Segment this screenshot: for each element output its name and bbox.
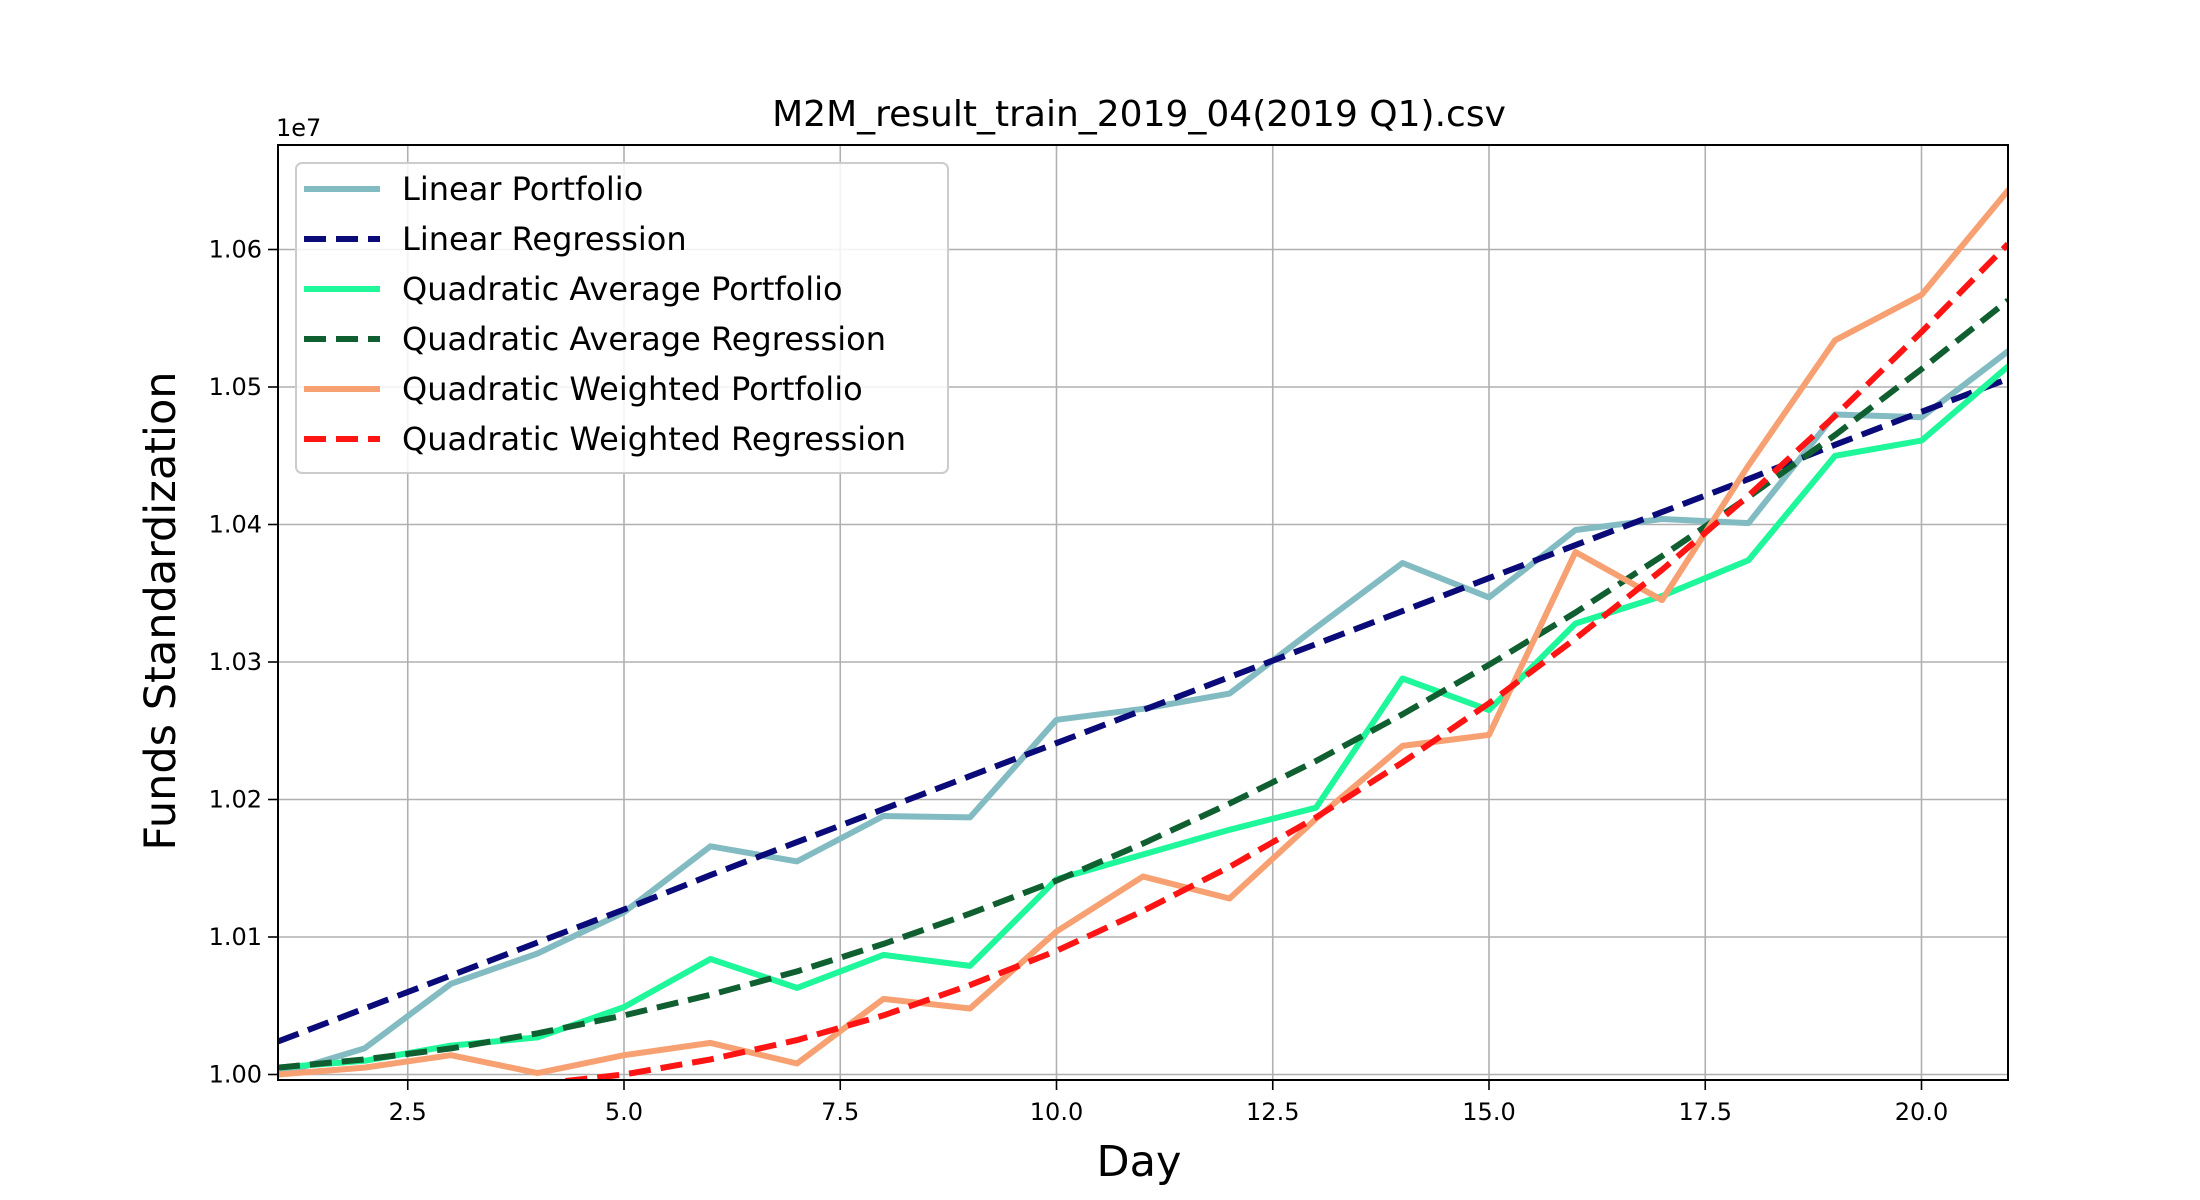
y-tick-label: 1.03 <box>209 648 262 676</box>
x-tick-label: 12.5 <box>1246 1098 1299 1126</box>
legend-label: Linear Regression <box>402 220 687 258</box>
y-tick-label: 1.06 <box>209 236 262 264</box>
legend-label: Quadratic Weighted Regression <box>402 420 906 458</box>
y-offset-label: 1e7 <box>276 114 321 142</box>
series-lines <box>278 187 2008 1080</box>
axis-ticks: 2.5 5.0 7.5 10.0 12.5 15.0 17.5 20.0 1.00 1.01 1.0… <box>209 236 1949 1127</box>
x-axis-label: Day <box>1097 1137 1182 1187</box>
legend-label: Quadratic Average Regression <box>402 320 886 358</box>
plot-frame <box>277 144 2009 1081</box>
series-line-linear-portfolio <box>278 348 2008 1078</box>
series-line-linear-regression <box>278 375 2008 1045</box>
y-tick-label: 1.02 <box>209 786 262 814</box>
legend-label: Quadratic Weighted Portfolio <box>402 370 863 408</box>
y-tick-label: 1.05 <box>209 373 262 401</box>
x-tick-label: 20.0 <box>1895 1098 1948 1126</box>
series-line-quadratic-average-regression <box>278 298 2008 1071</box>
legend-box <box>295 162 949 474</box>
x-tick-label: 2.5 <box>389 1098 427 1126</box>
x-tick-label: 7.5 <box>821 1098 859 1126</box>
y-axis-label: Funds Standardization <box>136 371 186 850</box>
x-tick-label: 5.0 <box>605 1098 643 1126</box>
legend-label: Quadratic Average Portfolio <box>402 270 843 308</box>
y-tick-label: 1.04 <box>209 511 262 539</box>
series-line-quadratic-weighted-portfolio <box>278 187 2008 1078</box>
legend-label: Linear Portfolio <box>402 170 643 208</box>
x-tick-label: 17.5 <box>1679 1098 1732 1126</box>
legend: Linear Portfolio Linear Regression Quadrat… <box>295 162 949 474</box>
chart-title: M2M_result_train_2019_04(2019 Q1).csv <box>772 94 1506 135</box>
x-tick-label: 15.0 <box>1462 1098 1515 1126</box>
y-tick-label: 1.01 <box>209 923 262 951</box>
y-tick-label: 1.00 <box>209 1061 262 1089</box>
x-tick-label: 10.0 <box>1030 1098 1083 1126</box>
